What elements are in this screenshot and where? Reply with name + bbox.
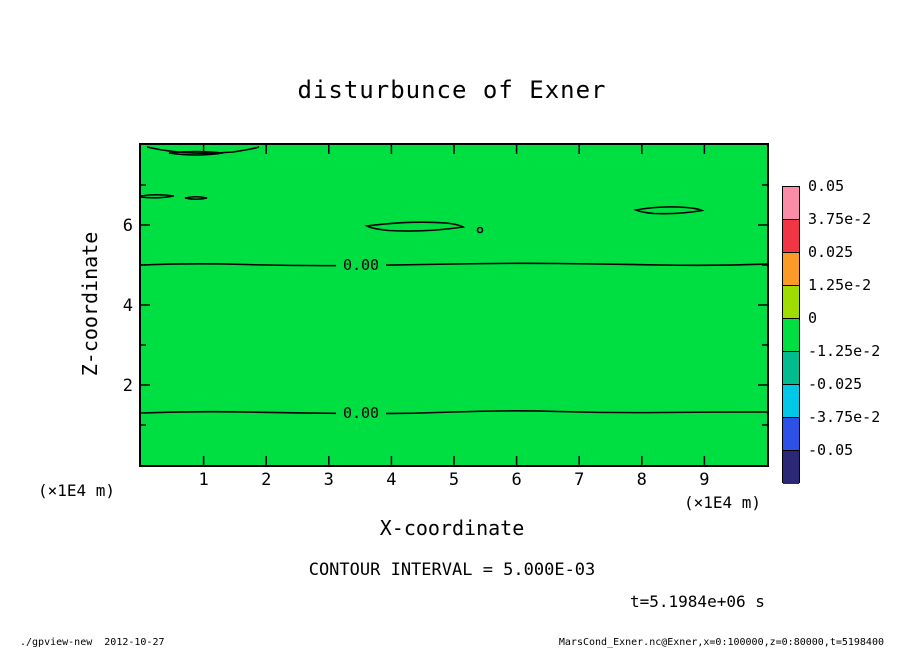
x-axis-label: X-coordinate	[379, 516, 525, 540]
contour-label-lower: 0.00	[343, 404, 379, 422]
x-tick-label-8: 8	[636, 470, 647, 490]
colorbar-segment-1	[783, 187, 799, 220]
colorbar-segment-6	[783, 352, 799, 385]
x-ticks-bottom	[202, 456, 706, 465]
y-ticks-right-major	[758, 224, 767, 386]
x-tick-label-7: 7	[574, 470, 585, 490]
contour-label-mask-lower	[336, 402, 386, 423]
x-tick-label-2: 2	[261, 470, 272, 490]
axis-ticks	[141, 145, 767, 465]
y-ticks-left-major	[141, 224, 150, 386]
zero-contour-topleft-open	[146, 146, 260, 155]
x-axis-unit: (×1E4 m)	[684, 493, 762, 512]
colorbar-segment-7	[783, 385, 799, 418]
y-axis-label: Z-coordinate	[78, 231, 102, 377]
zero-contour-lower	[141, 410, 767, 415]
colorbar-segment-5	[783, 319, 799, 352]
colorbar-segment-9	[783, 451, 799, 484]
colorbar-segment-8	[783, 418, 799, 451]
x-ticks-top	[202, 145, 706, 154]
colorbar-label-6: -1.25e-2	[808, 342, 881, 360]
plot-area: 0.00 0.00	[139, 143, 769, 467]
zero-contours	[141, 146, 767, 415]
colorbar-label-8: -3.75e-2	[808, 408, 881, 426]
chart-title: disturbunce of Exner	[297, 76, 607, 104]
x-tick-label-9: 9	[699, 470, 710, 490]
zero-contour-left-dash	[141, 193, 175, 199]
y-ticks-right-minor	[762, 184, 767, 426]
x-tick-label-3: 3	[323, 470, 334, 490]
colorbar-label-3: 0.025	[808, 243, 854, 261]
contour-label-mask-upper	[336, 254, 386, 275]
contour-label-upper: 0.00	[343, 256, 379, 274]
y-tick-label-6: 6	[122, 216, 133, 236]
x-tick-label-1: 1	[198, 470, 209, 490]
x-tick-label-6: 6	[511, 470, 522, 490]
colorbar-label-5: 0	[808, 309, 818, 327]
zero-contour-dot	[476, 226, 484, 234]
zero-contour-right-lens	[633, 206, 705, 215]
x-tick-label-4: 4	[386, 470, 397, 490]
contour-overlay: 0.00 0.00	[141, 145, 767, 465]
zero-contour-mid-lens	[364, 221, 466, 232]
colorbar-label-7: -0.025	[808, 375, 863, 393]
contour-line-labels: 0.00 0.00	[336, 254, 386, 423]
time-label: t=5.1984e+06 s	[630, 592, 765, 611]
colorbar-label-9: -0.05	[808, 441, 854, 459]
zero-contour-topleft-lens	[168, 150, 224, 156]
colorbar	[782, 186, 800, 484]
x-tick-label-5: 5	[448, 470, 460, 490]
colorbar-segment-3	[783, 253, 799, 286]
footer-program-date: ./gpview-new 2012-10-27	[20, 637, 165, 648]
y-tick-label-2: 2	[122, 376, 133, 396]
footer-file-info: MarsCond_Exner.nc@Exner,x=0:100000,z=0:8…	[558, 637, 884, 648]
colorbar-segment-2	[783, 220, 799, 253]
contour-interval-label: CONTOUR INTERVAL = 5.000E-03	[308, 560, 596, 580]
y-axis-unit: (×1E4 m)	[38, 481, 116, 500]
zero-contour-small-lens	[184, 195, 208, 201]
y-tick-label-4: 4	[122, 296, 133, 316]
zero-contour-upper	[141, 262, 767, 267]
colorbar-label-2: 3.75e-2	[808, 210, 872, 228]
colorbar-segment-4	[783, 286, 799, 319]
colorbar-label-4: 1.25e-2	[808, 276, 872, 294]
colorbar-label-1: 0.05	[808, 177, 845, 195]
